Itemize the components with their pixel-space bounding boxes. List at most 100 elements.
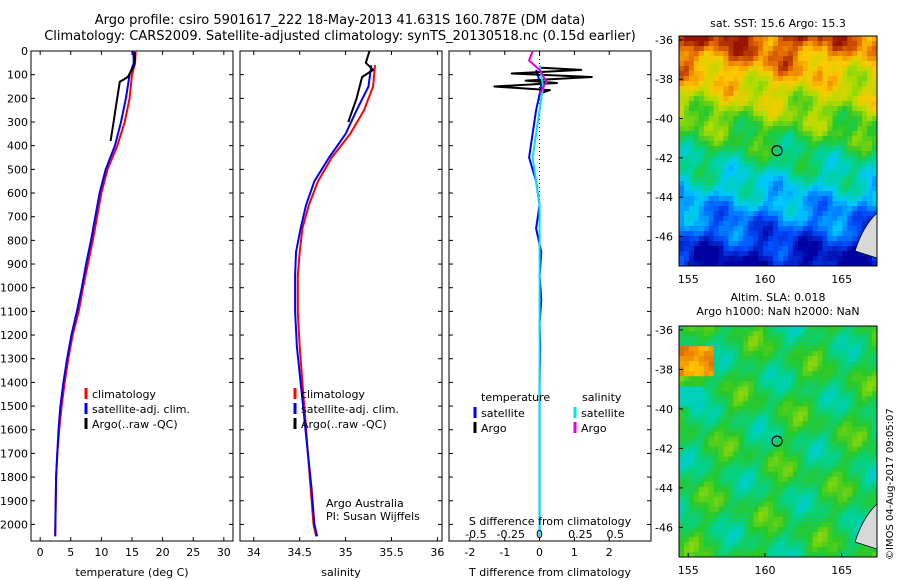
map-cell bbox=[718, 161, 725, 167]
map-cell bbox=[792, 131, 799, 137]
map-cell bbox=[743, 526, 749, 533]
map-cell bbox=[787, 226, 794, 232]
map-frame bbox=[678, 325, 878, 558]
map-cell bbox=[783, 211, 789, 217]
map-cell bbox=[684, 101, 690, 107]
map-cell bbox=[812, 181, 819, 187]
map-cell bbox=[783, 91, 789, 97]
map-cell bbox=[817, 71, 824, 77]
map-cell bbox=[713, 386, 720, 392]
map-cell bbox=[748, 261, 754, 266]
map-cell bbox=[693, 426, 700, 432]
map-cell bbox=[827, 86, 833, 92]
map-cell bbox=[708, 66, 715, 72]
map-cell bbox=[768, 121, 774, 127]
map-cell bbox=[802, 106, 809, 112]
map-cell bbox=[812, 466, 819, 473]
map-cell bbox=[787, 81, 794, 87]
map-cell bbox=[768, 476, 774, 483]
map-cell bbox=[867, 351, 873, 357]
map-cell bbox=[778, 246, 784, 252]
map-cell bbox=[713, 326, 720, 332]
map-cell bbox=[684, 346, 690, 352]
map-cell bbox=[857, 96, 863, 102]
map-cell bbox=[817, 76, 824, 82]
map-cell bbox=[817, 66, 824, 72]
map-cell bbox=[733, 476, 739, 483]
map-cell bbox=[787, 36, 794, 42]
map-cell bbox=[797, 166, 804, 172]
map-cell bbox=[768, 91, 774, 97]
map-cell bbox=[748, 341, 754, 347]
map-cell bbox=[708, 366, 715, 372]
map-cell bbox=[688, 406, 695, 412]
map-cell bbox=[743, 366, 749, 372]
map-cell bbox=[797, 541, 804, 548]
map-cell bbox=[733, 151, 739, 157]
map-cell bbox=[684, 351, 690, 357]
map-cell bbox=[703, 91, 710, 97]
map-cell bbox=[792, 106, 799, 112]
map-cell bbox=[703, 506, 710, 513]
map-cell bbox=[723, 481, 729, 488]
map-cell bbox=[867, 176, 873, 182]
map-cell bbox=[688, 331, 695, 337]
map-cell bbox=[738, 516, 744, 523]
map-cell bbox=[832, 521, 838, 528]
map-cell bbox=[758, 421, 764, 427]
map-cell bbox=[842, 156, 848, 162]
map-cell bbox=[679, 531, 685, 538]
map-cell bbox=[862, 71, 868, 77]
map-cell bbox=[684, 421, 690, 427]
map-cell bbox=[698, 547, 705, 553]
map-cell bbox=[827, 96, 833, 102]
map-cell bbox=[778, 471, 784, 478]
map-cell bbox=[817, 226, 824, 232]
map-cell bbox=[837, 406, 843, 412]
map-cell bbox=[703, 216, 710, 222]
map-cell bbox=[802, 326, 809, 332]
map-cell bbox=[758, 391, 764, 397]
map-cell bbox=[852, 96, 858, 102]
map-cell bbox=[679, 446, 685, 453]
legend-label: satellite-adj. clim. bbox=[92, 403, 190, 416]
map-cell bbox=[684, 41, 690, 47]
map-cell bbox=[787, 246, 794, 252]
map-cell bbox=[743, 441, 749, 448]
map-cell bbox=[792, 246, 799, 252]
map-cell bbox=[797, 211, 804, 217]
map-cell bbox=[708, 241, 715, 247]
map-cell bbox=[797, 131, 804, 137]
map-cell bbox=[723, 476, 729, 483]
map-cell bbox=[778, 231, 784, 237]
map-cell bbox=[787, 121, 794, 127]
map-cell bbox=[842, 386, 848, 392]
map-cell bbox=[783, 146, 789, 152]
map-cell bbox=[718, 186, 725, 192]
map-cell bbox=[738, 96, 744, 102]
map-cell bbox=[787, 471, 794, 478]
map-cell bbox=[679, 411, 685, 417]
y-tick-label: 1500 bbox=[0, 400, 28, 413]
map-cell bbox=[852, 552, 858, 557]
map-cell bbox=[753, 256, 759, 262]
figure-title-line1: Argo profile: csiro 5901617_222 18-May-2… bbox=[94, 13, 586, 28]
map-cell bbox=[743, 246, 749, 252]
map-cell bbox=[743, 431, 749, 438]
map-cell bbox=[837, 331, 843, 337]
map-cell bbox=[842, 191, 848, 197]
map-cell bbox=[703, 136, 710, 142]
map-cell bbox=[763, 496, 769, 503]
map-cell bbox=[713, 381, 720, 387]
map-cell bbox=[857, 76, 863, 82]
argo-position-marker bbox=[771, 435, 783, 447]
map-cell bbox=[842, 261, 848, 266]
map-cell bbox=[787, 476, 794, 483]
map-cell bbox=[792, 396, 799, 402]
map-cell bbox=[842, 96, 848, 102]
map-cell bbox=[703, 101, 710, 107]
map-cell bbox=[763, 501, 769, 508]
map-cell bbox=[723, 391, 729, 397]
map-cell bbox=[807, 146, 814, 152]
map-cell bbox=[783, 51, 789, 57]
